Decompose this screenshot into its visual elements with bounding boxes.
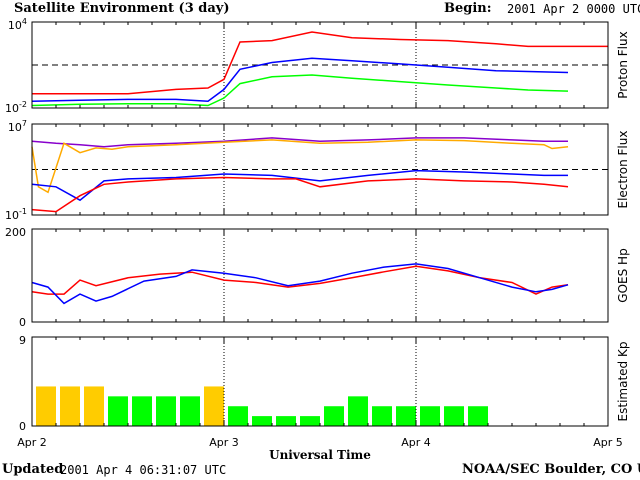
y-tick-label: 104 bbox=[8, 17, 27, 32]
y-tick-label: 107 bbox=[8, 119, 27, 134]
electron-series-line bbox=[31, 176, 569, 213]
y-tick-label: 10-2 bbox=[5, 100, 27, 115]
kp-bar bbox=[348, 396, 368, 426]
kp-bar bbox=[36, 386, 56, 426]
x-tick-label: Apr 3 bbox=[209, 436, 239, 449]
hp-panel-frame bbox=[31, 228, 609, 323]
proton-series-line bbox=[32, 31, 608, 95]
kp-bar bbox=[252, 416, 272, 426]
hp-series-line bbox=[31, 263, 569, 305]
y-tick-label: 0 bbox=[19, 420, 26, 433]
y-tick-label: 0 bbox=[19, 316, 26, 329]
proton-axis-label: Proton Flux bbox=[616, 31, 630, 98]
kp-bar bbox=[60, 386, 80, 426]
electron-series-line bbox=[31, 137, 568, 148]
kp-bar bbox=[372, 406, 392, 426]
proton-panel-frame bbox=[31, 21, 609, 109]
hp-series-line bbox=[31, 265, 569, 295]
x-tick-label: Apr 5 bbox=[593, 436, 623, 449]
kp-axis-label: Estimated Kp bbox=[616, 342, 630, 422]
kp-bar bbox=[156, 396, 176, 426]
kp-bar bbox=[84, 386, 104, 426]
electron-series-line bbox=[31, 139, 569, 194]
kp-bar bbox=[396, 406, 416, 426]
proton-series-line bbox=[31, 74, 569, 107]
kp-bar bbox=[108, 396, 128, 426]
kp-bar bbox=[444, 406, 464, 426]
hp-axis-label: GOES Hp bbox=[616, 248, 630, 302]
y-tick-label: 9 bbox=[19, 334, 26, 347]
kp-bar bbox=[420, 406, 440, 426]
kp-bar bbox=[228, 406, 248, 426]
credit: NOAA/SEC Boulder, CO USA bbox=[462, 462, 640, 477]
kp-bar bbox=[180, 396, 200, 426]
chart-title: Satellite Environment (3 day) bbox=[14, 1, 230, 16]
kp-bar bbox=[204, 386, 224, 426]
y-tick-label: 200 bbox=[5, 226, 26, 239]
x-tick-label: Apr 4 bbox=[401, 436, 431, 449]
electron-panel-frame bbox=[31, 123, 609, 216]
updated-label: Updated bbox=[2, 462, 64, 477]
kp-bar bbox=[132, 396, 152, 426]
begin-label: Begin: bbox=[444, 1, 492, 16]
electron-series-line bbox=[31, 169, 568, 202]
kp-bar bbox=[324, 406, 344, 426]
y-tick-label: 10-1 bbox=[5, 207, 27, 222]
updated-value: 2001 Apr 4 06:31:07 UTC bbox=[60, 463, 227, 477]
electron-axis-label: Electron Flux bbox=[616, 131, 630, 209]
kp-bar bbox=[468, 406, 488, 426]
x-tick-label: Apr 2 bbox=[17, 436, 47, 449]
proton-series-line bbox=[31, 57, 569, 102]
x-axis-label: Universal Time bbox=[269, 448, 371, 462]
kp-bar bbox=[276, 416, 296, 426]
begin-value: 2001 Apr 2 0000 UTC bbox=[507, 2, 640, 16]
kp-bar bbox=[300, 416, 320, 426]
